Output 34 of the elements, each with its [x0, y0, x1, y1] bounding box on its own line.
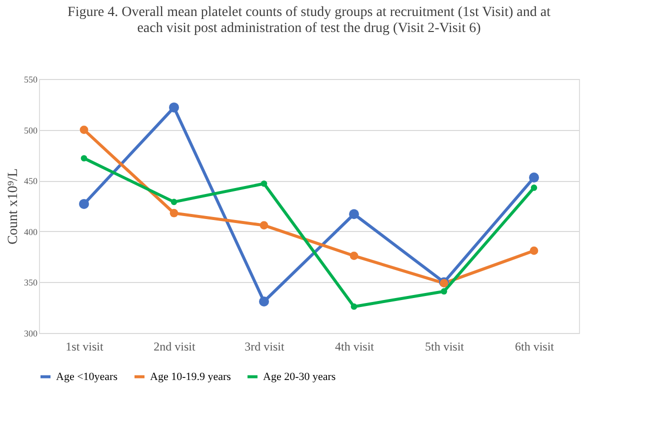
legend-label: Age 10-19.9 years: [150, 370, 231, 383]
point: [530, 246, 538, 255]
y-tick-label: 500: [24, 125, 38, 136]
y-axis-title: Count x10⁹/L: [6, 168, 21, 245]
point: [350, 303, 358, 310]
y-tick-label: 550: [24, 74, 38, 84]
x-tick-label: 5th visit: [424, 340, 465, 354]
point: [260, 221, 268, 230]
text: each visit post administration of test the drug (Visit 2-Visit 6): [137, 21, 481, 36]
legend-label: Age 20-30 years: [263, 370, 336, 383]
y-tick-label: 300: [24, 328, 38, 338]
x-tick-label: 3rd visit: [244, 340, 285, 354]
point: [350, 252, 358, 260]
point: [260, 180, 268, 187]
point: [170, 208, 178, 218]
x-tick-label: 4th visit: [334, 340, 375, 354]
point: [440, 288, 448, 294]
point: [79, 198, 89, 209]
point: [349, 209, 359, 220]
point: [80, 126, 88, 134]
legend-label: Age <10years: [56, 370, 118, 383]
x-tick-label: 2nd visit: [154, 340, 196, 354]
point: [529, 172, 539, 183]
x-tick-label: 1st visit: [66, 340, 104, 354]
point: [80, 155, 88, 162]
y-tick-label: 350: [24, 278, 38, 288]
point: [259, 296, 269, 306]
point: [530, 184, 538, 191]
y-tick-label: 400: [24, 226, 38, 237]
x-tick-label: 6th visit: [514, 340, 555, 354]
point: [169, 102, 179, 112]
text: Figure 4. Overall mean platelet counts of study groups at recruitment (1st Visit) and at: [68, 5, 550, 20]
point: [170, 198, 178, 206]
y-tick-label: 450: [24, 176, 38, 186]
